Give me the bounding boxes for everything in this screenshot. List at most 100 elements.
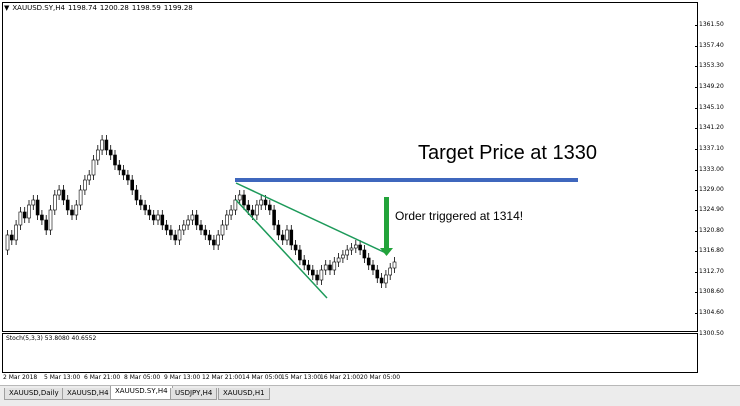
upper-trend-line xyxy=(235,182,389,255)
candle-body xyxy=(61,189,66,201)
candle-body xyxy=(108,149,113,156)
candle-body xyxy=(293,244,298,251)
candle-body xyxy=(375,269,380,279)
candle-body xyxy=(100,139,104,151)
candle-body xyxy=(263,199,268,206)
tab-xauusd-h1[interactable]: XAUUSD,H1 xyxy=(218,388,270,400)
candle-body xyxy=(233,199,238,211)
candle-body xyxy=(177,229,182,241)
price-tick: 1337.10 xyxy=(695,145,724,152)
candle-body xyxy=(5,234,10,251)
candle-body xyxy=(31,199,36,206)
candle-body xyxy=(104,139,109,151)
price-tick: 1320.80 xyxy=(695,227,724,234)
candle-body xyxy=(392,261,397,269)
candle-body xyxy=(147,209,152,216)
candle-body xyxy=(44,219,49,231)
stochastic-label: Stoch(5,3,3) 53.8080 40.6552 xyxy=(6,335,97,342)
candle-body xyxy=(349,247,354,251)
candle-body xyxy=(267,204,272,211)
candle-body xyxy=(242,194,246,206)
entry-arrow xyxy=(380,197,393,256)
time-label: 6 Mar 21:00 xyxy=(84,374,121,381)
open-value: 1198.74 xyxy=(67,4,97,12)
candlesticks-group xyxy=(5,135,397,288)
tab-xauusd-daily[interactable]: XAUUSD,Daily xyxy=(4,388,64,400)
time-label: 5 Mar 13:00 xyxy=(44,374,81,381)
time-axis[interactable]: 2 Mar 2018 5 Mar 13:00 6 Mar 21:00 8 Mar… xyxy=(2,373,696,383)
price-axis[interactable]: 1361.50 1357.40 1353.30 1349.20 1345.10 … xyxy=(695,2,740,346)
price-tick: 1329.00 xyxy=(695,186,724,193)
tab-xauusd-h4[interactable]: XAUUSD,H4 xyxy=(62,388,114,400)
candle-body xyxy=(83,179,87,191)
candle-body xyxy=(332,261,337,271)
candle-body xyxy=(276,224,281,236)
price-tick: 1316.80 xyxy=(695,247,724,254)
candle-body xyxy=(143,204,147,211)
high-value: 1200.28 xyxy=(99,4,129,12)
candle-body xyxy=(78,189,83,206)
candle-body xyxy=(96,149,100,161)
candle-body xyxy=(65,199,70,211)
price-tick: 1308.60 xyxy=(695,288,724,295)
candle-body xyxy=(341,254,345,259)
candle-body xyxy=(250,209,255,216)
tab-usdjpy-h4[interactable]: USDJPY,H4 xyxy=(170,388,218,400)
close-value: 1199.28 xyxy=(163,4,193,12)
dropdown-triangle-icon[interactable]: ▼ xyxy=(4,3,10,12)
time-label: 12 Mar 21:00 xyxy=(202,374,243,381)
candle-body xyxy=(156,214,160,221)
candle-body xyxy=(126,174,130,181)
candle-body xyxy=(310,269,315,276)
candle-body xyxy=(18,211,23,226)
candle-body xyxy=(220,224,225,236)
candle-body xyxy=(237,194,242,201)
candle-body xyxy=(35,199,40,216)
stochastic-panel[interactable]: Stoch(5,3,3) 53.8080 40.6552 xyxy=(2,333,698,373)
candle-body xyxy=(87,174,91,181)
oscillator-axis xyxy=(697,333,740,371)
price-tick: 1349.20 xyxy=(695,83,724,90)
candle-body xyxy=(199,224,203,231)
candle-body xyxy=(272,209,276,226)
candle-body xyxy=(70,209,74,216)
time-label: 20 Mar 05:00 xyxy=(360,374,401,381)
candle-body xyxy=(255,204,259,216)
candle-body xyxy=(169,229,173,236)
candle-body xyxy=(319,269,324,281)
candle-body xyxy=(164,224,169,231)
candle-body xyxy=(246,204,251,211)
candle-body xyxy=(371,264,375,271)
candle-body xyxy=(182,224,186,231)
candle-body xyxy=(139,199,143,206)
candle-body xyxy=(336,257,341,263)
candle-body xyxy=(358,244,362,251)
price-tick: 1333.00 xyxy=(695,166,724,173)
price-tick: 1357.40 xyxy=(695,42,724,49)
candle-body xyxy=(328,264,332,271)
candle-body xyxy=(384,274,388,284)
symbol-label: XAUUSD.SY,H4 xyxy=(12,4,65,12)
time-label: 15 Mar 13:00 xyxy=(281,374,322,381)
candle-body xyxy=(212,239,216,246)
price-tick: 1304.60 xyxy=(695,309,724,316)
low-value: 1198.59 xyxy=(131,4,161,12)
price-tick: 1324.90 xyxy=(695,206,724,213)
candle-body xyxy=(74,204,79,216)
tab-xauusd-sy-h4[interactable]: XAUUSD.SY,H4 xyxy=(110,386,173,400)
candle-body xyxy=(345,249,350,256)
candle-body xyxy=(194,214,199,226)
price-tick: 1353.30 xyxy=(695,62,724,69)
price-tick: 1345.10 xyxy=(695,104,724,111)
candle-body xyxy=(134,189,139,201)
candle-body xyxy=(48,209,53,231)
candle-body xyxy=(130,179,134,191)
order-triggered-annotation: Order triggered at 1314! xyxy=(395,209,524,223)
candle-body xyxy=(117,164,122,171)
candle-body xyxy=(323,264,328,271)
price-tick: 1312.70 xyxy=(695,268,724,275)
time-label: 14 Mar 05:00 xyxy=(242,374,283,381)
candle-body xyxy=(57,189,61,196)
candle-body xyxy=(173,234,177,241)
